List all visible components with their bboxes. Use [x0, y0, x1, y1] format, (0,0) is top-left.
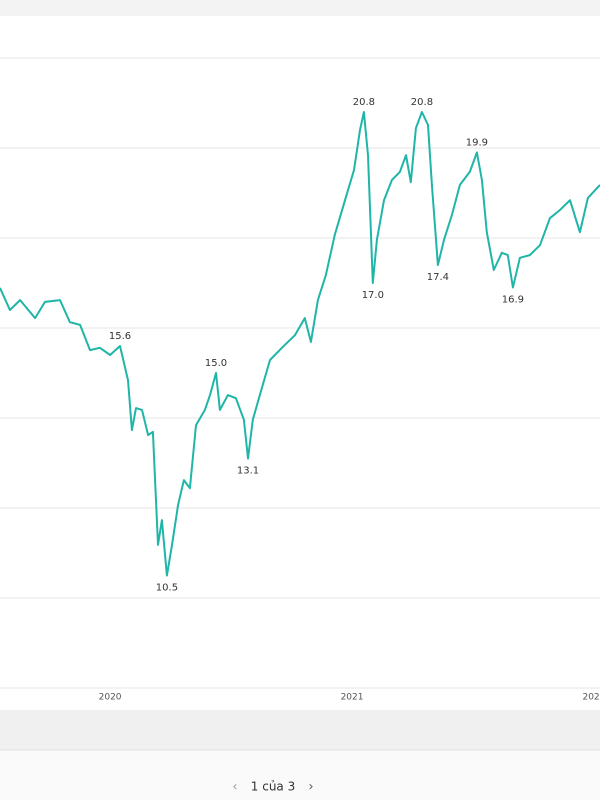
top-bar — [0, 0, 600, 16]
page-indicator: 1 của 3 — [251, 780, 295, 794]
x-tick-label: 2022 — [582, 693, 600, 703]
x-tick-label: 2020 — [99, 693, 122, 703]
data-label: 20.8 — [411, 97, 433, 108]
data-label: 17.0 — [362, 290, 384, 301]
data-label: 10.5 — [156, 583, 178, 594]
data-label: 20.8 — [353, 97, 375, 108]
prev-page[interactable]: ‹ — [232, 780, 237, 795]
data-label: 17.4 — [427, 272, 449, 283]
data-label: 19.9 — [466, 138, 488, 149]
next-page[interactable]: › — [308, 780, 313, 795]
scroll-band — [0, 710, 600, 750]
line — [0, 111, 600, 577]
plot: 2020 2021 2022 15.6 10.5 15.0 13.1 20.8 17.0 20.8… — [0, 57, 600, 703]
footer — [0, 751, 600, 800]
data-label: 13.1 — [237, 466, 259, 477]
data-label: 15.0 — [205, 358, 227, 369]
data-label: 16.9 — [502, 295, 524, 306]
x-tick-label: 2021 — [341, 693, 364, 703]
data-label: 15.6 — [109, 331, 131, 342]
